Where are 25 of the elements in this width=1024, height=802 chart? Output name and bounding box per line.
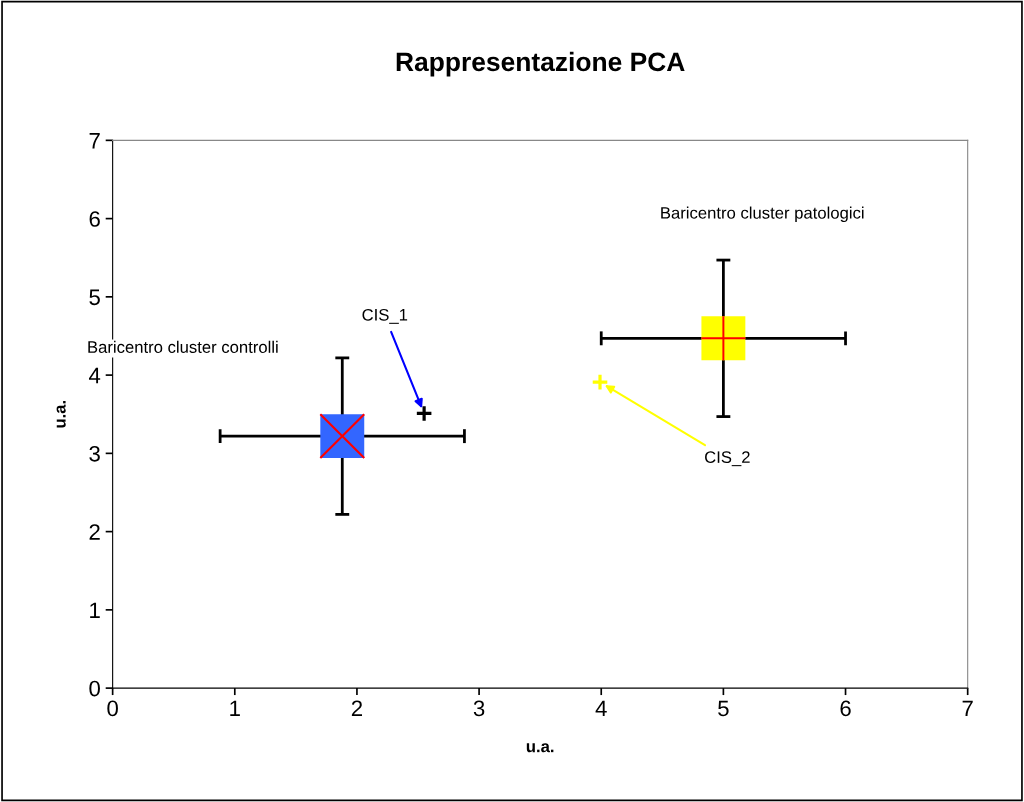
y-tick-label: 1	[90, 602, 100, 618]
x-tick-label: 0	[107, 700, 118, 717]
y-tick-label: 3	[89, 445, 100, 462]
y-tick-label: 2	[89, 524, 100, 540]
y-tick-label: 0	[89, 680, 100, 697]
point	[416, 406, 432, 421]
y-axis-title: u.a.	[56, 401, 66, 428]
annotation: CIS_2	[705, 451, 750, 467]
annotation: Baricentro cluster controlli	[88, 340, 278, 353]
y-tick-label: 5	[89, 289, 100, 306]
point	[592, 374, 608, 390]
y-tick-label: 7	[89, 133, 100, 149]
chart-title: Rappresentazione PCA	[396, 51, 685, 77]
y-tick-label: 6	[89, 211, 100, 227]
annotation: Baricentro cluster patologici	[661, 206, 864, 223]
x-axis-title: u.a.	[526, 743, 554, 753]
x-tick-label: 2	[351, 700, 362, 717]
x-tick-label: 1	[230, 700, 240, 717]
y-tick-label: 4	[88, 367, 101, 384]
x-tick-label: 4	[595, 700, 607, 717]
x-tick-label: 3	[473, 700, 485, 717]
annotation: CIS_1	[362, 308, 408, 324]
x-tick-label: 6	[840, 700, 851, 717]
x-tick-label: 5	[718, 700, 729, 717]
x-tick-label: 7	[962, 700, 973, 717]
